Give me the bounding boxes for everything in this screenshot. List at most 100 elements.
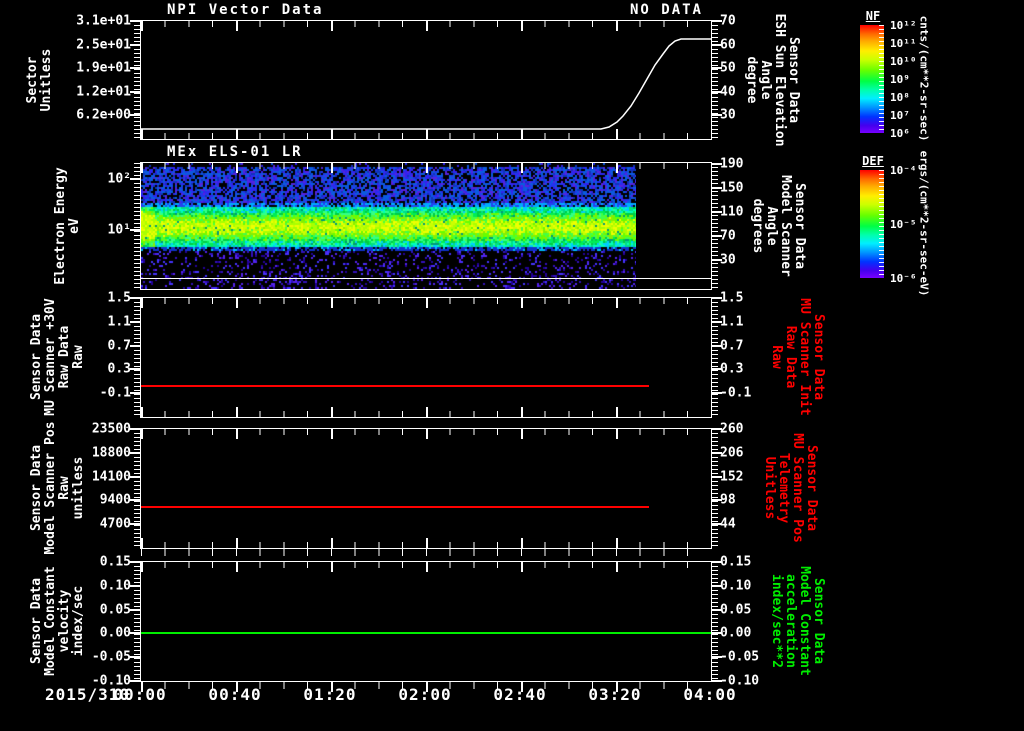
y-tick-label-right: 98 xyxy=(720,492,736,508)
colorbar-title: DEF xyxy=(862,154,884,168)
colorbar-tick-label: 10⁻⁴ xyxy=(890,164,917,177)
y-major-tick-left xyxy=(130,320,140,323)
y-major-tick-right xyxy=(712,428,722,430)
y-major-tick-left xyxy=(130,20,140,22)
x-major-ticks-top xyxy=(141,562,711,572)
x-major-ticks-top xyxy=(141,21,711,31)
y-major-tick-left xyxy=(130,608,140,611)
x-major-ticks-bottom xyxy=(141,407,711,417)
y-tick-label-left: 18800 xyxy=(91,445,131,461)
y-tick-label-right: 152 xyxy=(720,469,744,485)
y-major-tick-left xyxy=(130,475,140,478)
y-tick-label-right: 1.5 xyxy=(720,290,744,306)
y-tick-label-right: 44 xyxy=(720,516,736,532)
y-tick-label-right: 150 xyxy=(720,180,744,196)
y-tick-label-right: 50 xyxy=(720,60,736,76)
y-major-tick-right xyxy=(712,523,722,526)
data-line xyxy=(141,385,649,388)
date-label: 2015/310 xyxy=(44,685,130,704)
y-major-tick-left xyxy=(130,392,140,395)
y-major-tick-left xyxy=(130,344,140,347)
y-major-tick-right xyxy=(712,90,722,93)
no-data-label: NO DATA xyxy=(629,2,703,18)
y-major-tick-right xyxy=(712,608,722,611)
y-axis-ruler-left xyxy=(134,21,140,139)
y-tick-label-right: 40 xyxy=(720,84,736,100)
y-axis-ruler-right xyxy=(712,429,718,548)
y-tick-label-left: 0.10 xyxy=(99,578,131,594)
y-major-tick-left xyxy=(130,177,140,180)
y-major-tick-right xyxy=(712,680,722,682)
y-tick-label-left: 6.2e+00 xyxy=(76,107,131,123)
colorbar-tick-label: 10⁶ xyxy=(890,127,910,140)
colorbar-def: DEF 10⁻⁴ 10⁻⁵ 10⁻⁶ xyxy=(860,154,917,285)
colorbar-title: NF xyxy=(865,9,881,23)
colorbar-tick-label: 10⁻⁵ xyxy=(890,218,917,231)
y-major-tick-right xyxy=(712,211,722,214)
y-tick-label-right: 0.3 xyxy=(720,361,744,377)
time-axis-label: 00:00 xyxy=(113,685,167,704)
x-major-ticks-top xyxy=(141,163,711,173)
y-tick-label-left: 1.5 xyxy=(107,290,131,306)
y-tick-label-right: 260 xyxy=(720,421,744,437)
y-major-tick-left xyxy=(130,584,140,587)
y-major-tick-right xyxy=(712,67,722,70)
colorbar-tick-label: 10⁷ xyxy=(890,108,910,122)
sun-elevation-polyline xyxy=(141,38,711,130)
y-tick-label-left: 10¹ xyxy=(107,222,131,238)
y-tick-label-right: -0.1 xyxy=(720,385,752,401)
y-major-tick-right xyxy=(712,235,722,238)
y-axis-ruler-left xyxy=(134,163,140,289)
y-major-tick-left xyxy=(130,680,140,682)
y-major-tick-left xyxy=(130,499,140,502)
y-tick-label-left: 23500 xyxy=(91,421,131,437)
colorbar-ruler xyxy=(879,170,884,278)
y-major-tick-left xyxy=(130,297,140,299)
time-axis-label: 03:20 xyxy=(588,685,642,704)
y-major-tick-right xyxy=(712,344,722,347)
y-tick-label-left: 0.3 xyxy=(107,361,131,377)
panel-title: NPI Vector Data xyxy=(167,2,324,18)
y-tick-label-left: 2.5e+01 xyxy=(76,37,131,53)
y-tick-label-right: 0.00 xyxy=(720,625,752,641)
time-axis-label: 02:00 xyxy=(398,685,452,704)
y-tick-label-left: 14100 xyxy=(91,469,131,485)
panel-els-spectrogram: MEx ELS-01 LR 10² 10¹ 190 150 110 70 30 xyxy=(108,144,743,290)
y-tick-label-right: 0.15 xyxy=(720,554,752,570)
data-line xyxy=(141,632,711,635)
y-tick-label-right: 0.7 xyxy=(720,338,744,354)
y-axis-ruler-left xyxy=(134,562,140,681)
colorbar-tick-label: 10⁻⁶ xyxy=(890,272,917,285)
y-tick-label-left: -0.1 xyxy=(99,385,131,401)
y-major-tick-right xyxy=(712,632,722,635)
data-line xyxy=(141,506,649,509)
y-major-tick-right xyxy=(712,187,722,190)
y-tick-label-left: 1.2e+01 xyxy=(76,84,131,100)
y-major-tick-right xyxy=(712,320,722,323)
y-major-tick-left xyxy=(130,67,140,70)
colorbar-tick-label: 10¹⁰ xyxy=(890,54,917,68)
x-major-ticks-outside xyxy=(141,682,711,692)
y-axis-ruler-right xyxy=(712,298,718,417)
y-major-tick-left xyxy=(130,368,140,371)
y-axis-ruler-left xyxy=(134,429,140,548)
y-tick-label-right: 70 xyxy=(720,13,736,29)
y-tick-label-left: -0.10 xyxy=(91,673,131,689)
y-major-tick-right xyxy=(712,368,722,371)
y-tick-label-left: 4700 xyxy=(99,516,131,532)
y-label-model-constant-acceleration: Sensor Data Model Constant acceleration … xyxy=(769,566,826,676)
y-major-tick-right xyxy=(712,43,722,46)
y-tick-label-left: 1.9e+01 xyxy=(76,60,131,76)
y-tick-label-right: 0.05 xyxy=(720,602,752,618)
y-label-sector-unitless: Sector Unitless xyxy=(25,48,54,112)
y-axis-ruler-right xyxy=(712,163,718,289)
y-tick-label-left: 9400 xyxy=(99,492,131,508)
y-major-tick-left xyxy=(130,561,140,563)
panel-model-constant-velocity: 0.15 0.10 0.05 0.00 -0.05 -0.10 0.15 0.10 0.05 0.… xyxy=(92,555,759,692)
y-tick-label-right: -0.05 xyxy=(720,649,760,665)
x-major-ticks-top xyxy=(141,298,711,308)
y-major-tick-right xyxy=(712,561,722,563)
y-tick-label-right: 190 xyxy=(720,156,744,172)
colorbar-tick-label: 10⁹ xyxy=(890,73,910,86)
y-major-tick-right xyxy=(712,114,722,117)
